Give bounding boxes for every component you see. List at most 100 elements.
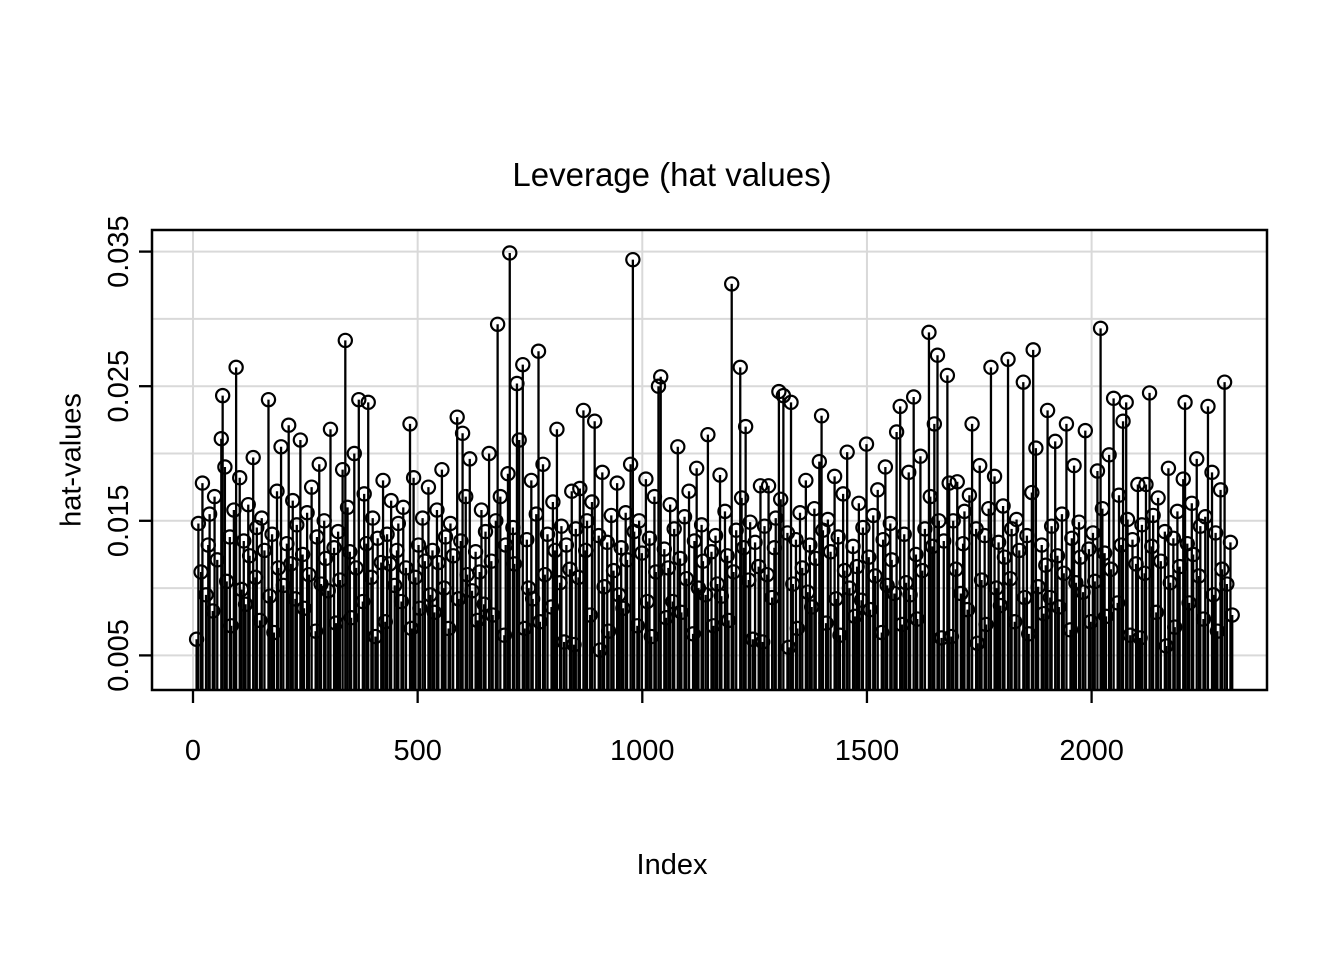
point-marker bbox=[214, 387, 231, 404]
point-marker bbox=[596, 579, 612, 595]
point-marker bbox=[905, 389, 922, 405]
point-marker bbox=[247, 569, 264, 586]
point-marker bbox=[826, 468, 843, 485]
point-marker bbox=[678, 570, 695, 587]
point-marker bbox=[1007, 614, 1023, 630]
point-marker bbox=[1195, 611, 1212, 627]
point-marker bbox=[1134, 517, 1150, 533]
point-marker bbox=[1054, 506, 1070, 522]
point-marker bbox=[1209, 623, 1226, 639]
point-marker bbox=[802, 537, 818, 553]
point-marker bbox=[424, 542, 441, 559]
point-marker bbox=[936, 533, 952, 549]
point-marker bbox=[410, 537, 427, 553]
point-marker bbox=[766, 540, 783, 556]
point-marker bbox=[292, 432, 309, 448]
point-marker bbox=[1049, 548, 1066, 564]
point-marker bbox=[901, 464, 917, 481]
point-marker bbox=[695, 553, 711, 569]
point-marker bbox=[473, 502, 490, 518]
point-marker bbox=[303, 479, 320, 495]
point-marker bbox=[747, 534, 763, 551]
point-marker bbox=[393, 593, 410, 610]
point-marker bbox=[830, 529, 846, 545]
point-marker bbox=[367, 628, 384, 645]
point-marker bbox=[575, 402, 592, 419]
point-marker bbox=[343, 610, 359, 626]
point-marker bbox=[839, 444, 855, 460]
point-marker bbox=[279, 535, 295, 552]
point-marker bbox=[237, 596, 254, 612]
point-marker bbox=[882, 515, 899, 532]
point-marker bbox=[1020, 626, 1037, 642]
point-marker bbox=[888, 424, 905, 440]
point-marker bbox=[835, 486, 851, 502]
point-marker bbox=[1109, 595, 1126, 611]
point-marker bbox=[1119, 511, 1136, 528]
y-tick-label: 0.035 bbox=[103, 215, 135, 288]
point-marker bbox=[332, 572, 348, 588]
point-marker bbox=[1175, 471, 1191, 487]
point-marker bbox=[1189, 451, 1205, 467]
point-marker bbox=[1128, 556, 1144, 572]
point-marker bbox=[1089, 463, 1106, 479]
y-tick-label: 0.025 bbox=[103, 350, 135, 423]
point-marker bbox=[634, 545, 650, 561]
point-marker bbox=[379, 526, 395, 542]
point-marker bbox=[931, 513, 947, 529]
point-marker bbox=[719, 548, 735, 564]
point-marker bbox=[1216, 374, 1233, 390]
point-marker bbox=[365, 510, 381, 526]
point-marker bbox=[725, 564, 742, 580]
point-marker bbox=[961, 487, 978, 503]
point-marker bbox=[745, 631, 761, 647]
x-tick-label: 500 bbox=[393, 735, 441, 767]
x-axis-label: Index bbox=[636, 849, 708, 881]
point-marker bbox=[1150, 490, 1166, 506]
point-marker bbox=[1008, 511, 1025, 528]
point-marker bbox=[535, 456, 551, 472]
point-marker bbox=[1132, 630, 1148, 646]
point-marker bbox=[322, 421, 339, 437]
point-marker bbox=[1030, 579, 1046, 595]
point-marker bbox=[908, 546, 924, 563]
point-marker bbox=[822, 544, 839, 560]
point-marker bbox=[1222, 534, 1239, 551]
point-marker bbox=[549, 421, 565, 437]
point-marker bbox=[933, 630, 950, 646]
point-marker bbox=[309, 529, 325, 545]
point-marker bbox=[712, 467, 728, 483]
point-marker bbox=[1083, 614, 1099, 630]
point-marker bbox=[537, 566, 553, 583]
point-marker bbox=[1224, 607, 1240, 623]
point-marker bbox=[870, 482, 886, 498]
point-marker bbox=[530, 343, 547, 359]
point-marker bbox=[1062, 622, 1079, 638]
point-marker bbox=[1092, 320, 1109, 337]
point-marker bbox=[808, 550, 824, 567]
point-marker bbox=[449, 409, 465, 425]
point-marker bbox=[849, 558, 865, 575]
point-marker bbox=[363, 569, 380, 586]
point-marker bbox=[422, 587, 438, 603]
point-marker bbox=[841, 580, 858, 596]
point-marker bbox=[577, 542, 594, 559]
point-marker bbox=[389, 542, 405, 559]
point-marker bbox=[429, 502, 445, 518]
point-marker bbox=[1025, 342, 1041, 358]
point-marker bbox=[217, 459, 233, 475]
point-marker bbox=[505, 519, 521, 536]
point-marker bbox=[543, 599, 560, 615]
point-marker bbox=[558, 537, 575, 553]
point-marker bbox=[299, 505, 315, 521]
point-marker bbox=[646, 488, 663, 505]
point-marker bbox=[454, 425, 471, 442]
point-marker bbox=[599, 534, 615, 551]
point-marker bbox=[426, 604, 442, 621]
point-marker bbox=[921, 324, 937, 341]
point-marker bbox=[193, 564, 209, 580]
point-marker bbox=[755, 634, 771, 650]
point-marker bbox=[600, 623, 617, 639]
x-tick-label: 0 bbox=[185, 735, 201, 767]
point-marker bbox=[996, 549, 1013, 565]
